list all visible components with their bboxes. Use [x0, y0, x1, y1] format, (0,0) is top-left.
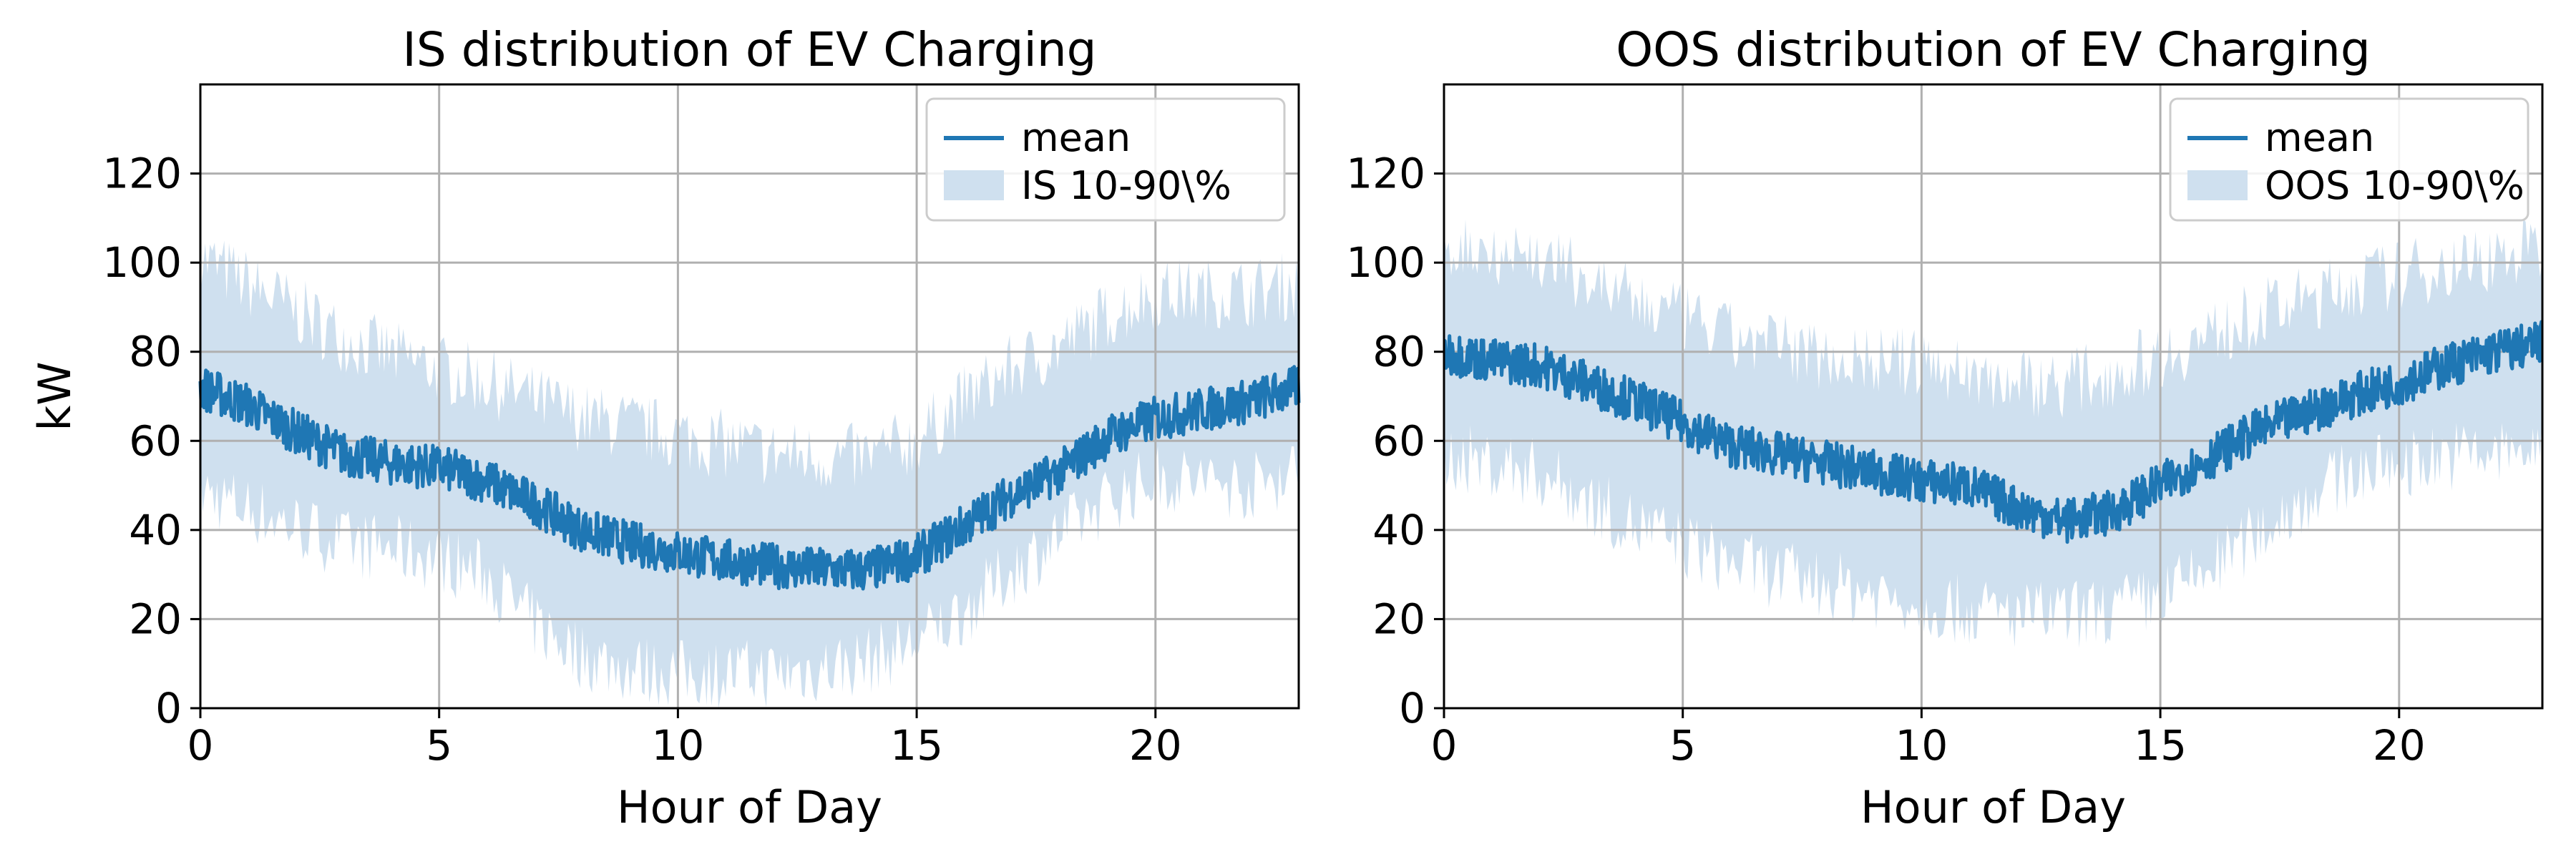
- axes-frame-1: [1443, 83, 2544, 710]
- legend-swatch-band-1: [2187, 170, 2248, 200]
- legend-label-mean-0: mean: [1021, 115, 1131, 160]
- y-tick-label-4: 80: [129, 328, 182, 376]
- y-tick-label-0: 0: [155, 684, 182, 733]
- x-tick-label-0: 0: [187, 721, 214, 770]
- chart-panel-0: 0 5 10 15 20 0 20 40 60 80 100 120 IS distribution o…: [29, 22, 1301, 833]
- chart-panel-1: 0 5 10 15 20 0 20 40 60 80 100 120 OOS distribution …: [1346, 22, 2544, 833]
- legend-box-1: [2169, 97, 2529, 222]
- x-tick-label-3: 15: [890, 721, 943, 770]
- y-tick-label-1: 20: [129, 594, 182, 643]
- x-tick-label-2: 10: [651, 721, 704, 770]
- y-tick-label-2: 40: [1372, 506, 1425, 554]
- legend-box-0: [925, 97, 1286, 222]
- y-tick-label-5: 100: [102, 238, 182, 287]
- legend-label-band-1: OOS 10-90\%: [2265, 163, 2524, 208]
- y-tick-label-4: 80: [1372, 328, 1425, 376]
- y-tick-label-5: 100: [1346, 238, 1425, 287]
- x-tick-label-4: 20: [1129, 721, 1182, 770]
- y-tick-label-0: 0: [1399, 684, 1425, 733]
- chart-title-0: IS distribution of EV Charging: [402, 22, 1096, 77]
- y-tick-label-3: 60: [129, 416, 182, 465]
- band-area-0: [200, 240, 1299, 708]
- x-axis-label-1: Hour of Day: [1860, 781, 2126, 833]
- legend-label-band-0: IS 10-90\%: [1021, 163, 1231, 208]
- y-tick-label-1: 20: [1372, 594, 1425, 643]
- x-tick-label-1: 5: [1669, 721, 1696, 770]
- y-axis-label-0: kW: [29, 361, 81, 431]
- mean-series-line-1: [1443, 320, 2544, 544]
- x-tick-label-3: 15: [2134, 721, 2187, 770]
- x-tick-label-1: 5: [426, 721, 452, 770]
- y-tick-label-3: 60: [1372, 416, 1425, 465]
- x-tick-label-0: 0: [1431, 721, 1458, 770]
- y-tick-label-6: 120: [1346, 150, 1425, 198]
- chart-title-1: OOS distribution of EV Charging: [1616, 22, 2371, 77]
- mean-series-line-0: [198, 365, 1301, 591]
- band-area-1: [1444, 217, 2542, 648]
- x-axis-label-0: Hour of Day: [617, 781, 882, 833]
- x-tick-label-2: 10: [1895, 721, 1948, 770]
- x-tick-label-4: 20: [2373, 721, 2426, 770]
- axes-frame-0: [199, 83, 1300, 710]
- legend-label-mean-1: mean: [2265, 115, 2374, 160]
- y-tick-label-6: 120: [102, 150, 182, 198]
- y-tick-label-2: 40: [129, 506, 182, 554]
- legend-swatch-band-0: [944, 170, 1004, 200]
